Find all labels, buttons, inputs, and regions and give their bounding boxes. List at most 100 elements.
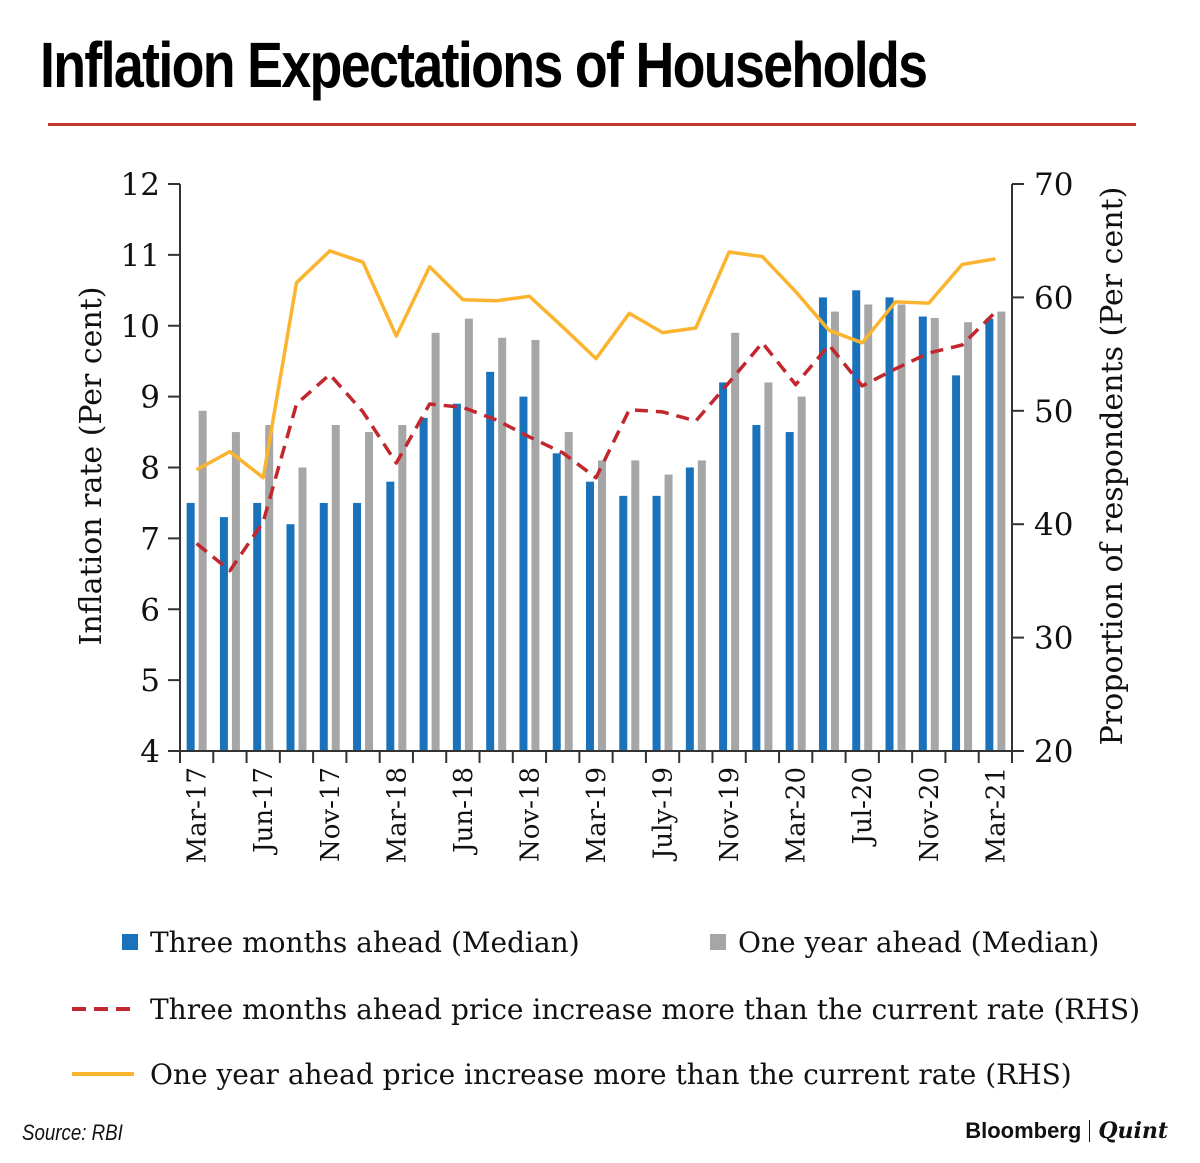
bar-three-months [552,453,561,751]
legend-label: Three months ahead (Median) [150,926,580,959]
legend-solid-line [72,1072,134,1076]
legend-swatch-blue [122,934,138,950]
y-left-tick-label: 12 [121,167,160,203]
legend-item-one-year-line: One year ahead price increase more than … [72,1058,1072,1091]
bar-three-months [486,371,495,751]
bar-three-months [652,495,661,751]
y-right-tick-label: 70 [1034,167,1073,203]
bar-one-year [864,304,873,751]
bar-one-year [897,304,906,751]
bar-one-year [697,460,706,751]
x-tick-label: Mar-19 [582,767,612,863]
bar-one-year [598,460,606,751]
bar-one-year [498,337,507,751]
bar-one-year [365,432,374,751]
bar-three-months [452,403,461,751]
x-tick-label: Jun-17 [249,767,279,856]
bar-three-months [319,502,328,751]
bar-three-months [519,396,528,751]
bar-one-year [731,332,740,751]
y-right-tick-label: 50 [1034,394,1073,430]
brand-logo: Bloomberg Quint [965,1118,1168,1144]
bar-three-months [186,502,195,751]
bar-three-months [419,417,428,751]
bar-three-months [885,297,894,751]
bar-three-months [785,432,794,751]
bar-three-months [719,382,728,751]
bar-one-year [797,396,806,751]
bar-three-months [353,502,362,751]
line-layer [195,249,997,573]
legend-item-three-months-line: Three months ahead price increase more t… [72,993,1140,1026]
x-tick-label: Mar-21 [981,767,1011,863]
legend-dashed-line [72,1007,134,1011]
legend-label: One year ahead price increase more than … [150,1058,1072,1091]
bar-one-year [464,318,473,751]
y-left-tick-label: 9 [140,380,160,416]
bar-one-year [298,467,307,751]
bar-one-year [564,432,573,751]
x-tick-label: Nov-20 [915,767,945,862]
bar-one-year [930,317,939,751]
legend-item-one-year-bar: One year ahead (Median) [710,926,1099,959]
bar-three-months [918,316,927,751]
bar-three-months [219,517,228,751]
y-axis-right-title: Proportion of respondents (Per cent) [1095,187,1130,746]
x-tick-label: Mar-18 [382,767,412,863]
bar-three-months [586,481,594,751]
bar-three-months [818,297,827,751]
legend-swatch-grey [710,934,726,950]
source-note: Source: RBI [22,1120,123,1145]
bar-one-year [664,474,673,751]
chart-title: Inflation Expectations of Households [40,29,928,101]
bar-three-months [852,290,861,751]
y-left-tick-label: 11 [121,238,160,274]
axes-layer: 4 5 6 7 8 9 10 11 12 20 30 40 50 60 70 Mar-17 Jun-17 Nov-… [121,167,1074,863]
y-left-tick-label: 4 [140,734,160,770]
bar-one-year [431,332,440,751]
bar-one-year [997,311,1006,751]
y-axis-left-title: Inflation rate (Per cent) [74,286,109,645]
bar-three-months [253,502,262,751]
legend-item-three-months-bar: Three months ahead (Median) [122,926,580,959]
bar-three-months [685,467,694,751]
x-tick-label: Jul-20 [848,767,878,847]
bar-one-year [398,424,407,751]
x-tick-label: Mar-17 [183,767,213,863]
bar-one-year [198,410,207,751]
bar-three-months [752,424,761,751]
legend-label: One year ahead (Median) [738,926,1100,959]
bar-one-year [531,339,540,751]
y-left-tick-label: 5 [140,663,160,699]
bar-three-months [386,481,395,751]
bar-three-months [619,495,628,751]
bar-layer [186,290,1006,751]
bar-one-year [830,311,839,751]
brand-separator [1089,1120,1091,1142]
title-divider [48,123,1136,126]
bar-one-year [331,424,340,751]
brand-primary: Bloomberg [965,1118,1082,1143]
bar-one-year [764,382,773,751]
legend-label: Three months ahead price increase more t… [150,993,1141,1026]
bar-three-months [952,375,961,751]
bar-three-months [985,318,994,751]
line-three-months-rhs [195,310,997,573]
y-left-tick-label: 6 [140,592,160,628]
x-tick-label: Jun-18 [449,767,479,856]
y-right-tick-label: 40 [1034,507,1073,543]
y-left-tick-label: 10 [121,309,160,345]
brand-secondary: Quint [1098,1118,1168,1144]
y-left-tick-label: 7 [140,521,160,557]
bar-one-year [265,424,274,751]
bar-one-year [231,432,240,751]
line-one-year-rhs [195,249,996,480]
y-right-tick-label: 60 [1034,280,1073,316]
y-right-tick-label: 20 [1034,734,1073,770]
bar-three-months [286,524,295,751]
x-tick-label: Mar-20 [782,767,812,863]
x-tick-label: Nov-17 [316,767,346,862]
bar-one-year [964,322,973,751]
x-tick-label: July-19 [649,767,679,862]
